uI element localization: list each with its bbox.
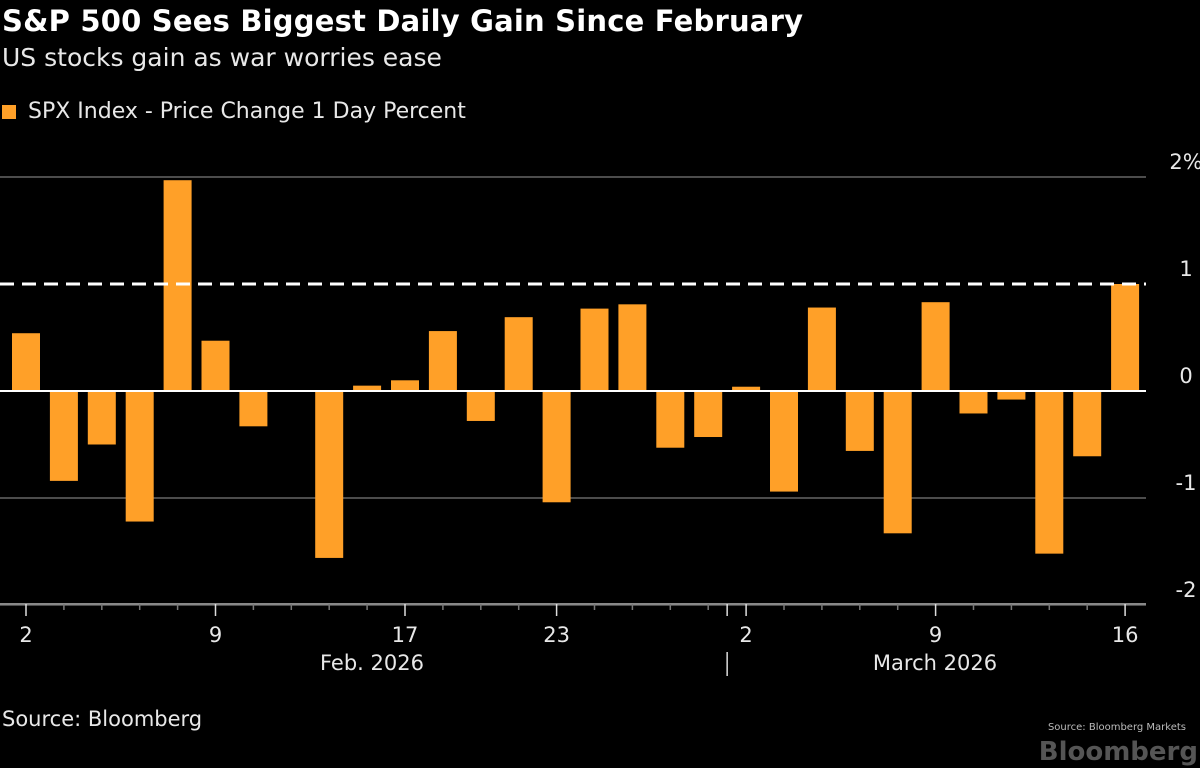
bar (201, 340, 230, 391)
bar (732, 386, 761, 391)
bar (997, 391, 1026, 400)
chart-title: S&P 500 Sees Biggest Daily Gain Since Fe… (2, 4, 804, 38)
bar (49, 391, 78, 481)
bar (656, 391, 685, 448)
bar (883, 391, 912, 534)
y-tick-label: -1 (1176, 471, 1197, 495)
y-tick-label: 2% (1169, 150, 1200, 174)
bar (163, 180, 192, 391)
bar (125, 391, 154, 522)
bar (959, 391, 988, 414)
bar (1111, 284, 1140, 391)
x-tick-label: 17 (392, 623, 419, 647)
chart-subtitle: US stocks gain as war worries ease (2, 43, 442, 72)
bar (504, 317, 533, 391)
bar (542, 391, 571, 503)
source-note: Source: Bloomberg (2, 707, 203, 731)
y-tick-label: -2 (1176, 578, 1197, 602)
bar (1035, 391, 1064, 554)
x-tick-label: 2 (19, 623, 32, 647)
bar (353, 385, 382, 391)
legend: SPX Index - Price Change 1 Day Percent (2, 99, 466, 124)
x-tick-label: 9 (929, 623, 942, 647)
bar (770, 391, 798, 492)
bar (921, 302, 950, 391)
x-tick-label: 9 (209, 623, 222, 647)
bar (315, 391, 344, 558)
month-label: Feb. 2026 (320, 651, 424, 675)
x-tick-label: 2 (739, 623, 752, 647)
bar (87, 391, 116, 445)
bar (466, 391, 495, 421)
bar (12, 333, 40, 391)
y-tick-label: 0 (1179, 364, 1192, 388)
watermark: Source: Bloomberg Markets (1047, 722, 1186, 733)
bar (694, 391, 723, 438)
x-tick-label: 16 (1112, 623, 1139, 647)
bar (580, 308, 609, 391)
bar (1073, 391, 1102, 457)
y-tick-label: 1 (1179, 257, 1192, 281)
bar (845, 391, 874, 451)
bar (239, 391, 268, 427)
legend-label: SPX Index - Price Change 1 Day Percent (28, 99, 466, 124)
bar (428, 331, 457, 391)
bloomberg-logo: Bloomberg (1038, 737, 1198, 767)
x-tick-label: 23 (543, 623, 570, 647)
month-label: March 2026 (873, 651, 997, 675)
legend-swatch (2, 104, 16, 119)
bar (391, 380, 419, 391)
bar (618, 304, 647, 391)
bar (807, 307, 836, 391)
